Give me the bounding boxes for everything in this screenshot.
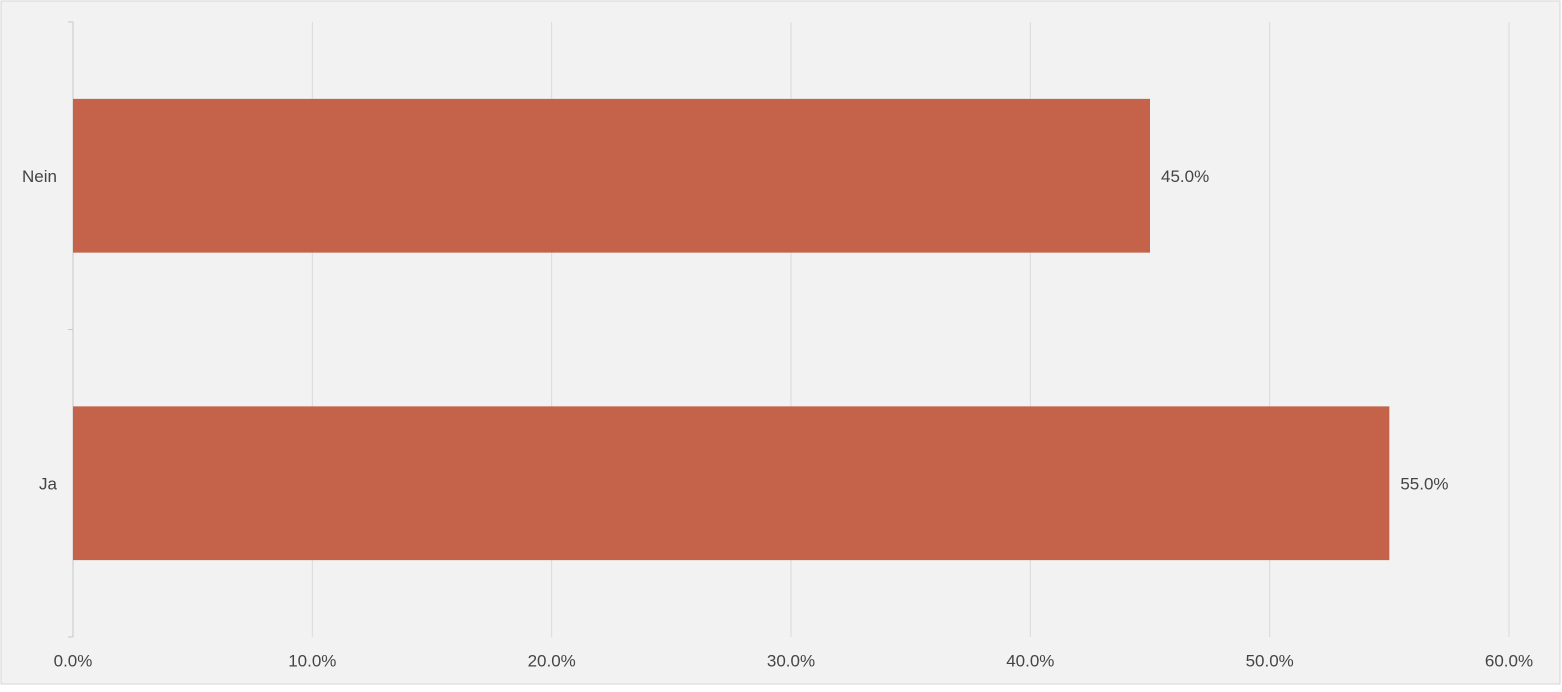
x-tick-label: 50.0% xyxy=(1246,651,1294,670)
x-tick-label: 60.0% xyxy=(1485,651,1533,670)
x-tick-label: 40.0% xyxy=(1006,651,1054,670)
value-label: 55.0% xyxy=(1400,475,1448,494)
y-tick-label: Ja xyxy=(39,475,58,494)
x-tick-label: 20.0% xyxy=(528,651,576,670)
y-tick-label: Nein xyxy=(22,167,57,186)
x-tick-label: 30.0% xyxy=(767,651,815,670)
bar xyxy=(73,98,1150,253)
value-label: 45.0% xyxy=(1161,167,1209,186)
x-tick-label: 10.0% xyxy=(288,651,336,670)
x-tick-label: 0.0% xyxy=(54,651,93,670)
bar xyxy=(73,406,1390,561)
